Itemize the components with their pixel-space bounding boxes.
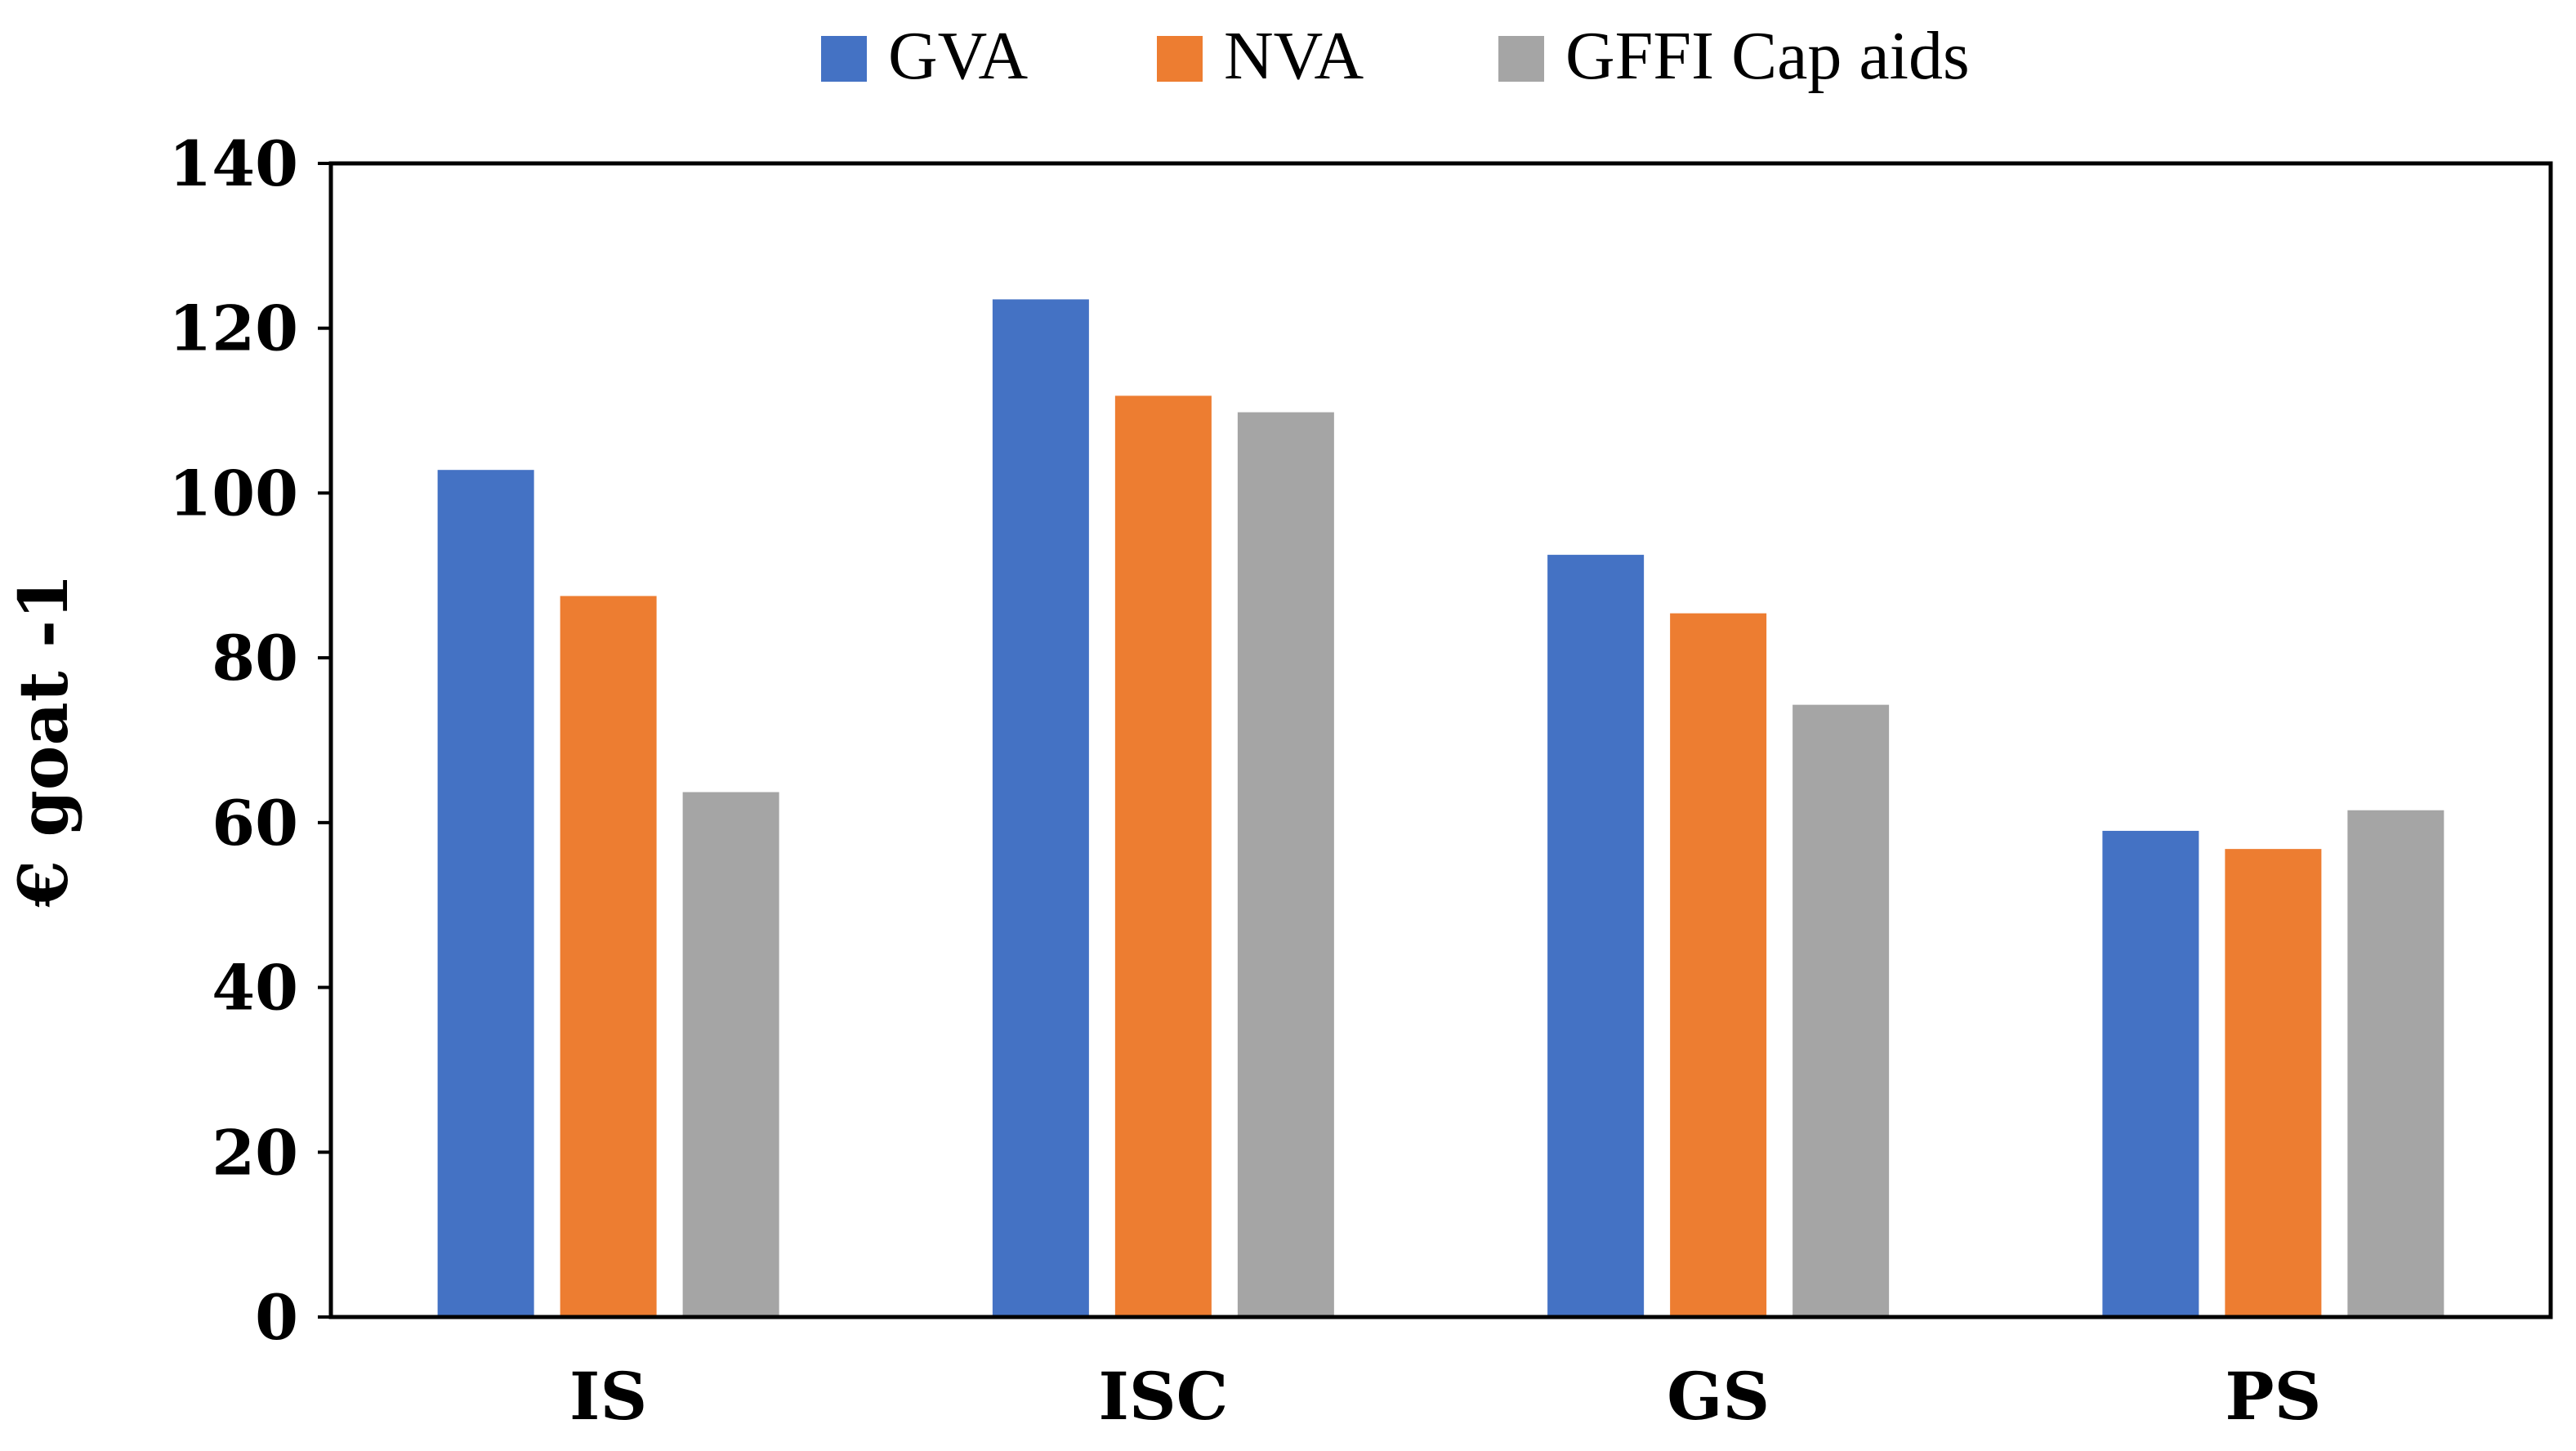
- legend-label: GFFI Cap aids: [1565, 18, 1970, 94]
- bar-gffi-cap-aids-gs: [1792, 704, 1890, 1317]
- y-axis-title: € goat -1: [5, 574, 83, 908]
- legend-label: NVA: [1224, 18, 1364, 94]
- x-category-label: GS: [1667, 1358, 1770, 1435]
- bar-gffi-cap-aids-is: [682, 792, 779, 1317]
- bar-gffi-cap-aids-ps: [2347, 810, 2444, 1317]
- legend-label: GVA: [888, 18, 1028, 94]
- bar-gva-isc: [992, 299, 1089, 1317]
- y-tick-label: 0: [255, 1281, 298, 1354]
- x-category-label: ISC: [1098, 1358, 1228, 1435]
- bar-nva-isc: [1114, 395, 1212, 1318]
- bars: [437, 299, 2444, 1318]
- legend-swatch: [1157, 36, 1203, 82]
- bar-gva-ps: [2102, 830, 2199, 1317]
- x-category-label: IS: [569, 1358, 647, 1435]
- y-tick-label: 100: [168, 457, 298, 529]
- plot-frame: [328, 161, 2553, 1319]
- y-tick-label: 40: [212, 952, 298, 1025]
- y-tick-label: 20: [212, 1116, 298, 1189]
- legend-swatch: [1498, 36, 1544, 82]
- y-tick-label: 60: [212, 787, 298, 859]
- bar-nva-ps: [2225, 849, 2322, 1317]
- bar-nva-is: [560, 596, 657, 1317]
- x-category-label: PS: [2225, 1358, 2321, 1435]
- bar-nva-gs: [1670, 613, 1767, 1317]
- y-tick-label: 120: [168, 292, 298, 365]
- y-axis-ticks: 0 20 40 60 80 100 120 140: [168, 127, 331, 1354]
- bar-gva-is: [437, 470, 534, 1317]
- legend: GVA NVA GFFI Cap aids: [821, 18, 1970, 94]
- x-axis-labels: IS ISC GS PS: [569, 1358, 2321, 1435]
- legend-swatch: [821, 36, 867, 82]
- y-tick-label: 80: [212, 622, 298, 694]
- y-tick-label: 140: [168, 127, 298, 200]
- bar-gva-gs: [1547, 555, 1645, 1317]
- bar-gffi-cap-aids-isc: [1237, 412, 1334, 1317]
